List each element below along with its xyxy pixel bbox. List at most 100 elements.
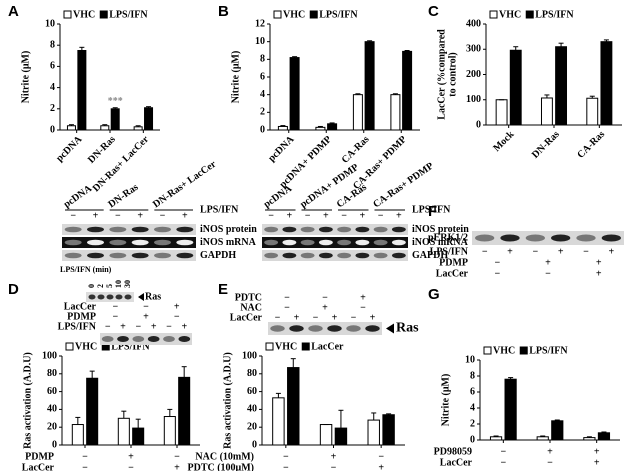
- timecourse-time: 5: [105, 284, 114, 288]
- x-tick-label: CA-Ras: [340, 134, 372, 166]
- treatment-label: PDMP: [439, 257, 468, 268]
- blot-band: [525, 234, 545, 242]
- y-tick-label: 4: [470, 402, 475, 413]
- condition-sign: −: [128, 462, 134, 471]
- blot-band: [88, 294, 96, 300]
- timecourse-time: 0: [87, 284, 96, 288]
- blot-band: [124, 294, 132, 300]
- blot-band: [551, 234, 571, 242]
- blot-band: [176, 252, 194, 259]
- bar: [132, 427, 145, 446]
- bar: [277, 125, 288, 131]
- treatment-sign: −: [322, 292, 328, 303]
- band-label: iNOS mRNA: [200, 237, 257, 248]
- blot-band: [154, 226, 171, 233]
- condition-sign: −: [174, 451, 180, 462]
- bar: [144, 107, 154, 131]
- blot-band: [282, 239, 297, 246]
- blot-band: [300, 239, 315, 246]
- y-tick-label: 6: [50, 61, 55, 72]
- blot-band: [147, 336, 160, 342]
- blot-band: [601, 234, 621, 242]
- blot: [262, 237, 408, 248]
- blot-band: [87, 239, 104, 246]
- bar: [117, 417, 130, 446]
- bar: [163, 416, 176, 446]
- blot-band: [355, 226, 370, 233]
- legend-swatch: [273, 10, 282, 19]
- treatment-sign: +: [120, 321, 126, 332]
- y-tick-label: 2: [470, 418, 475, 429]
- blot-band: [391, 226, 406, 233]
- legend-label: LPS/IFN: [529, 345, 568, 356]
- y-tick-label: 10: [465, 354, 475, 365]
- treatment-sign: +: [137, 210, 143, 221]
- blot-band: [109, 252, 127, 259]
- blot: [262, 250, 408, 261]
- band-label: Ras: [396, 321, 419, 336]
- lane-group-label: pcDNA+ PDMP: [298, 162, 361, 210]
- blot-band: [355, 252, 370, 259]
- blot-band: [176, 239, 194, 246]
- bar: [555, 46, 568, 126]
- treatment-label: NAC: [240, 302, 262, 313]
- treatment-sign: +: [360, 292, 366, 303]
- bar: [110, 108, 120, 131]
- treatment-label: PDMP: [67, 311, 96, 322]
- treatment-sign: +: [396, 210, 402, 221]
- treatment-label: LacCer: [64, 301, 97, 312]
- treatment-sign: +: [360, 210, 366, 221]
- treatment-sign: −: [494, 268, 500, 279]
- blot-band: [300, 252, 315, 259]
- legend-label: LPS/IFN: [319, 9, 358, 20]
- band-label: iNOS protein: [412, 224, 469, 235]
- condition-sign: +: [174, 462, 180, 471]
- bar: [77, 50, 87, 131]
- treatment-sign: +: [545, 257, 551, 268]
- legend-swatch: [309, 10, 318, 19]
- condition-sign: −: [331, 462, 337, 471]
- y-tick-label: 0: [260, 124, 265, 135]
- blot-band: [391, 252, 406, 259]
- panel-letter: A: [8, 3, 19, 20]
- blot-band: [500, 234, 520, 242]
- blot-band: [87, 252, 104, 259]
- blot-band: [132, 336, 145, 342]
- blot: [62, 237, 196, 248]
- y-axis-label: Nitrite (μM): [20, 51, 31, 104]
- y-axis-label: Ras activation (A.D.U): [22, 352, 33, 449]
- y-tick-label: 2: [50, 103, 55, 114]
- blot-band: [337, 239, 352, 246]
- bar: [319, 424, 333, 446]
- y-tick-label: 8: [470, 370, 475, 381]
- blot-band: [176, 226, 194, 233]
- blot-band: [87, 226, 104, 233]
- bar: [66, 125, 76, 131]
- legend-label: VHC: [499, 9, 521, 20]
- treatment-sign: −: [275, 312, 281, 323]
- condition-label: NAC (10mM): [195, 451, 254, 462]
- treatment-sign: +: [596, 257, 602, 268]
- band-label: pERK1/2: [428, 232, 468, 243]
- bar: [334, 427, 348, 446]
- blot-band: [97, 294, 105, 300]
- y-tick-label: 0: [470, 434, 475, 445]
- blot-band: [64, 226, 82, 233]
- band-label: Ras: [145, 291, 161, 302]
- blot-band: [163, 336, 175, 342]
- treatment-sign: −: [532, 246, 538, 257]
- bar: [586, 97, 599, 126]
- blot: [100, 333, 192, 345]
- condition-label: LacCer: [22, 462, 55, 471]
- y-tick-label: 4: [50, 82, 55, 93]
- treatment-label: LacCer: [230, 312, 263, 323]
- y-axis-label: Nitrite (μM): [440, 374, 451, 427]
- blot-band: [576, 234, 596, 242]
- y-axis-label: Ras activation (A.D.U): [222, 352, 233, 449]
- treatment-sign: +: [332, 312, 338, 323]
- legend-swatch: [63, 10, 72, 19]
- blot-band: [318, 226, 333, 233]
- treatment-sign: −: [378, 210, 384, 221]
- bar: [509, 49, 522, 126]
